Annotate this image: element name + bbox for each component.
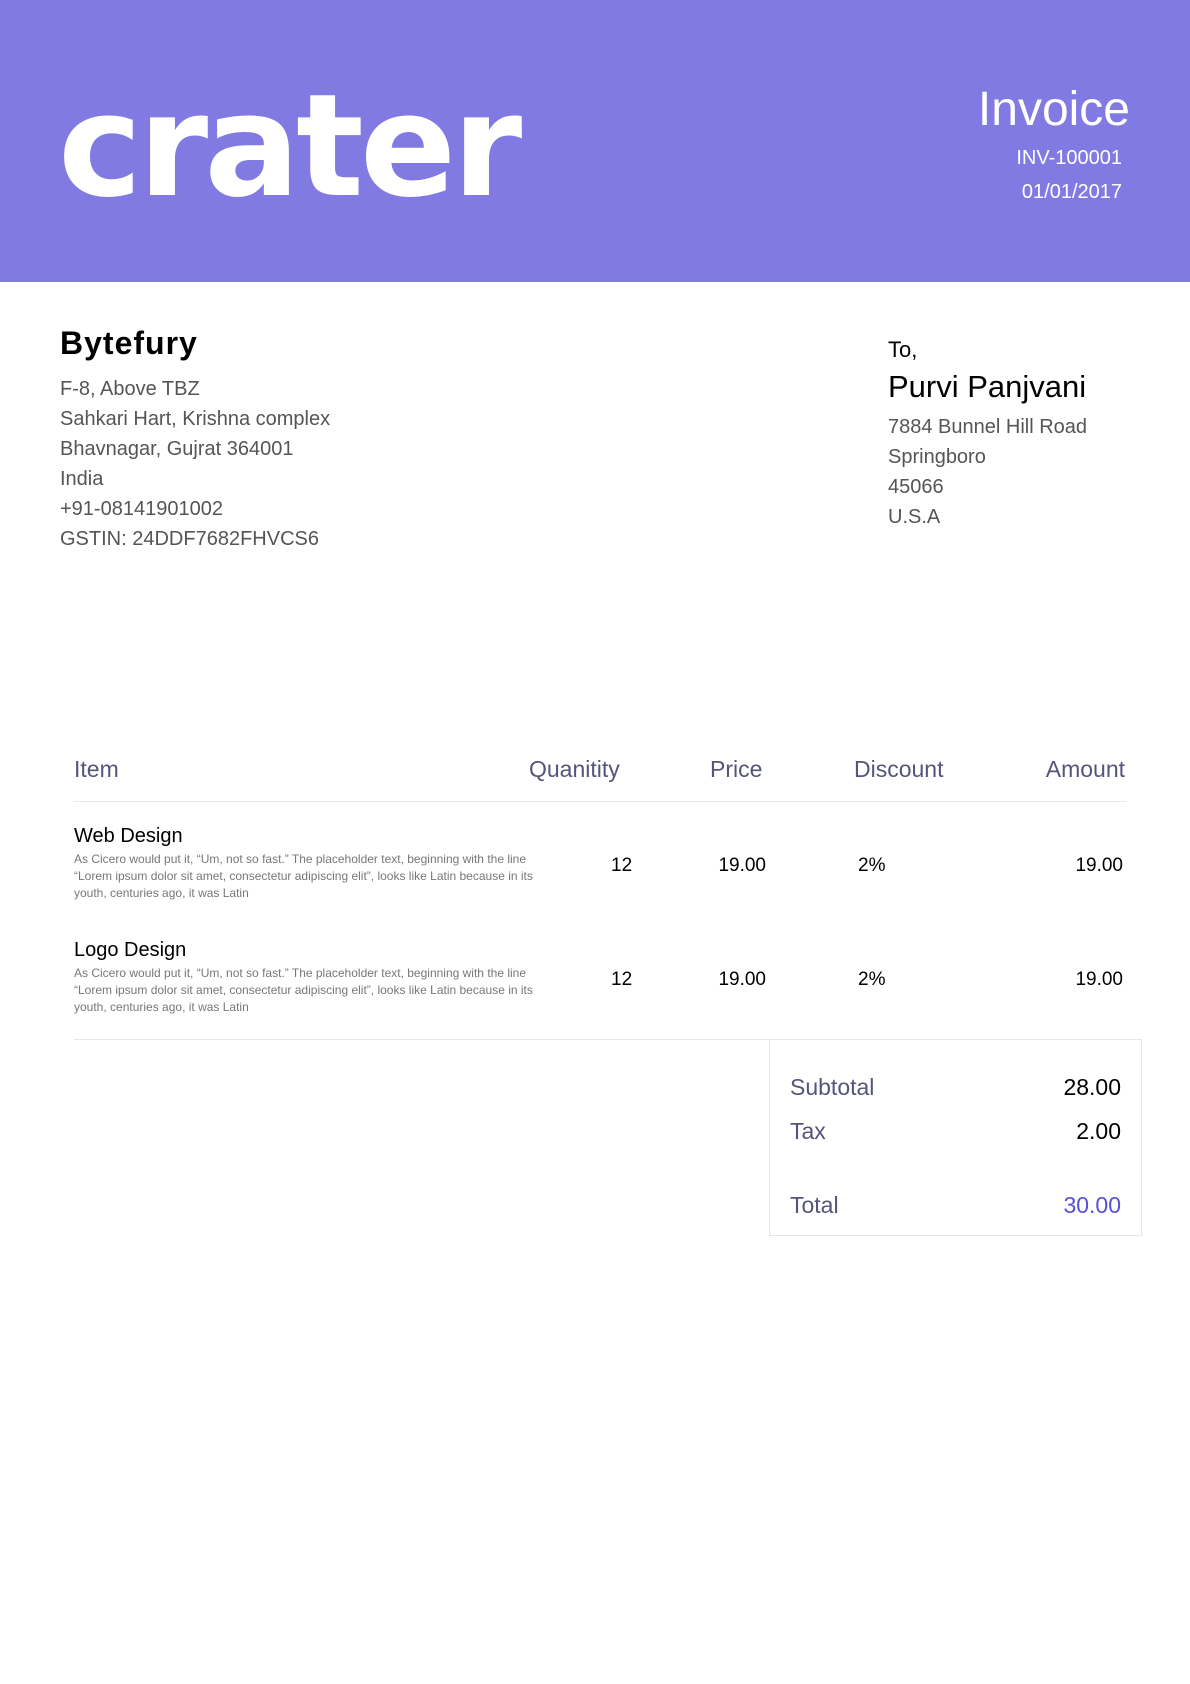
column-header-discount: Discount xyxy=(854,756,944,782)
column-header-item: Item xyxy=(74,756,119,782)
customer-name: Purvi Panjvani xyxy=(888,369,1087,404)
tax-label: Tax xyxy=(790,1118,826,1144)
invoice-number: INV-100001 xyxy=(1016,147,1122,169)
invoice-header: crater Invoice INV-100001 01/01/2017 xyxy=(0,0,1190,282)
gstin: GSTIN: 24DDF7682FHVCS6 xyxy=(60,528,319,550)
tax-value: 2.00 xyxy=(1076,1118,1121,1144)
item-price: 19.00 xyxy=(718,969,766,990)
divider xyxy=(74,1039,769,1040)
subtotal-label: Subtotal xyxy=(790,1074,875,1100)
crater-logo: crater xyxy=(58,64,522,229)
item-quantity: 12 xyxy=(611,855,633,876)
address-line: India xyxy=(60,468,104,490)
total-value: 30.00 xyxy=(1063,1192,1121,1218)
address-line: U.S.A xyxy=(888,506,941,528)
total-label: Total xyxy=(790,1192,839,1218)
column-header-quantity: Quanitity xyxy=(529,756,620,782)
divider xyxy=(74,801,1126,802)
item-price: 19.00 xyxy=(718,855,766,876)
item-title: Logo Design xyxy=(74,939,187,961)
item-quantity: 12 xyxy=(611,969,633,990)
address-line: Bhavnagar, Gujrat 364001 xyxy=(60,438,294,460)
company-name: Bytefury xyxy=(60,325,198,361)
invoice-date: 01/01/2017 xyxy=(1021,181,1122,203)
item-description: As Cicero would put it, “Um, not so fast… xyxy=(74,966,533,1014)
column-header-amount: Amount xyxy=(1045,756,1125,782)
column-header-price: Price xyxy=(710,756,763,782)
customer-address: 7884 Bunnel Hill Road Springboro 45066 U… xyxy=(888,412,1087,532)
address-line: 45066 xyxy=(888,476,944,498)
address-line: Springboro xyxy=(888,446,986,468)
item-amount: 19.00 xyxy=(1075,969,1123,990)
item-discount: 2% xyxy=(858,969,886,990)
address-line: Sahkari Hart, Krishna complex xyxy=(60,408,331,430)
item-discount: 2% xyxy=(858,855,886,876)
address-line: 7884 Bunnel Hill Road xyxy=(888,416,1088,438)
address-line: F-8, Above TBZ xyxy=(60,378,200,400)
item-description: As Cicero would put it, “Um, not so fast… xyxy=(74,852,533,900)
totals-box: Subtotal 28.00 Tax 2.00 Total 30.00 xyxy=(769,1039,1142,1236)
item-amount: 19.00 xyxy=(1075,855,1123,876)
invoice-title: Invoice xyxy=(977,83,1130,136)
item-title: Web Design xyxy=(74,825,183,847)
subtotal-value: 28.00 xyxy=(1063,1074,1121,1100)
to-label: To, xyxy=(888,337,918,362)
company-address: F-8, Above TBZ Sahkari Hart, Krishna com… xyxy=(60,374,330,554)
phone: +91-08141901002 xyxy=(60,498,223,520)
